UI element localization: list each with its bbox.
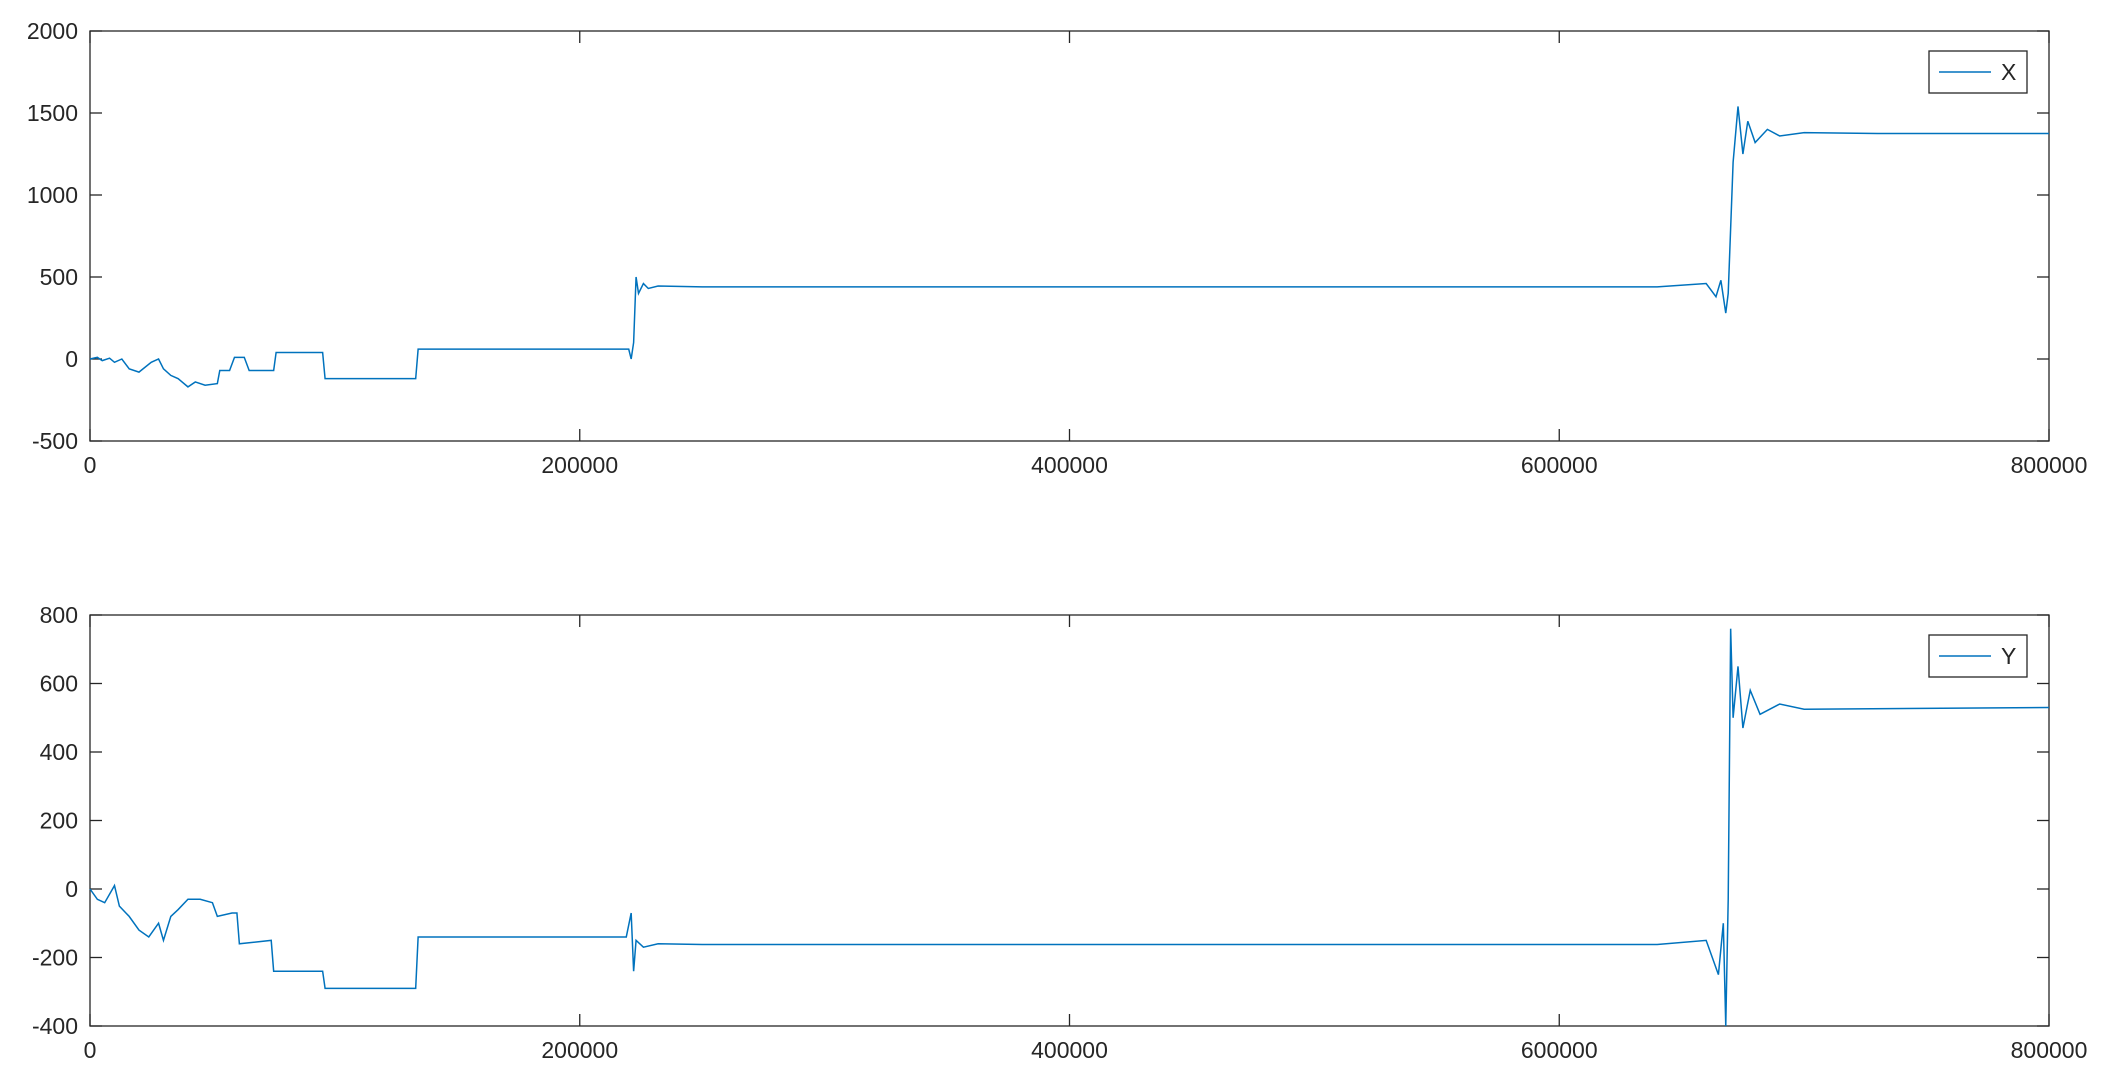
y-tick-label: 2000 xyxy=(27,18,78,44)
y-tick-label: 500 xyxy=(40,264,78,290)
x-tick-label: 800000 xyxy=(2011,452,2088,478)
y-tick-label: 0 xyxy=(65,876,78,902)
plot: 0 200000 400000 600000 800000 -400 -200 0 200 400… xyxy=(32,602,2087,1063)
axes-box xyxy=(89,614,2050,1027)
y-tick-label: 600 xyxy=(40,671,78,697)
data-line xyxy=(89,628,2050,1027)
y-tick-label: 1500 xyxy=(27,100,78,126)
x-tick-label: 800000 xyxy=(2011,1037,2088,1063)
y-tick-label: -400 xyxy=(32,1013,78,1039)
x-tick-label: 200000 xyxy=(541,452,618,478)
y-tick-label: -200 xyxy=(32,945,78,971)
plot: 0 200000 400000 600000 800000-50005001000150… xyxy=(27,18,2088,478)
y-tick-label: -500 xyxy=(32,428,78,454)
y-tick-label: 1000 xyxy=(27,182,78,208)
legend-label: X xyxy=(2001,59,2016,85)
x-tick-label: 0 xyxy=(84,1037,97,1063)
x-tick-label: 0 xyxy=(84,452,97,478)
x-tick-label: 600000 xyxy=(1521,452,1598,478)
x-tick-label: 400000 xyxy=(1031,452,1108,478)
x-tick-label: 400000 xyxy=(1031,1037,1108,1063)
x-tick-label: 200000 xyxy=(541,1037,618,1063)
y-tick-label: 200 xyxy=(40,808,78,834)
data-line xyxy=(89,106,2049,388)
y-tick-label: 0 xyxy=(65,346,78,372)
y-tick-label: 800 xyxy=(40,602,78,628)
y-tick-label: 400 xyxy=(40,739,78,765)
axes-box xyxy=(89,30,2050,442)
x-tick-label: 600000 xyxy=(1521,1037,1598,1063)
legend-label: Y xyxy=(2001,643,2016,669)
